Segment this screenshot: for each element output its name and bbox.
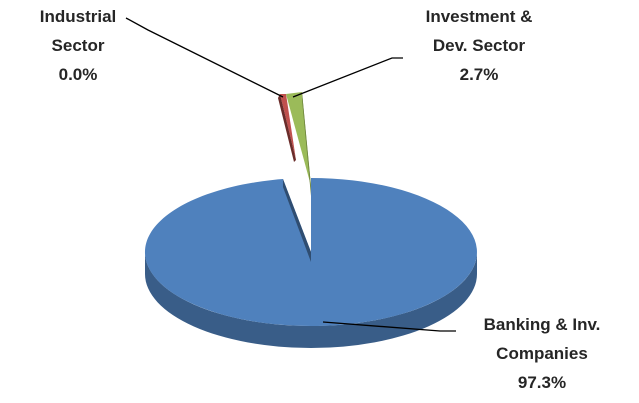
label-investment-line-1: Investment & (426, 7, 533, 26)
slice-cut-banking (282, 179, 311, 262)
leader-line-banking (322, 321, 456, 332)
label-banking-line-3: 97.3% (518, 373, 566, 392)
label-banking-line-1: Banking & Inv. (484, 315, 601, 334)
label-industrial-line-2: Sector (52, 36, 105, 55)
label-industrial-line-1: Industrial (40, 7, 117, 26)
label-industrial: Industrial Sector 0.0% (40, 7, 117, 84)
label-industrial-line-3: 0.0% (59, 65, 98, 84)
slice-side-investment (302, 92, 311, 196)
slice-labels: Banking & Inv. Companies 97.3% Industrial Se… (40, 7, 601, 392)
leader-line-investment (292, 57, 403, 98)
slice-side-banking (145, 252, 477, 348)
slice-side-industrial (278, 94, 296, 162)
label-banking: Banking & Inv. Companies 97.3% (484, 315, 601, 392)
label-banking-line-2: Companies (496, 344, 588, 363)
slice-investment (286, 92, 311, 186)
label-investment-line-2: Dev. Sector (433, 36, 526, 55)
leader-line-industrial (125, 17, 284, 98)
label-investment: Investment & Dev. Sector 2.7% (426, 7, 533, 84)
pie-sides (145, 252, 477, 348)
pie-tops (144, 92, 477, 326)
leader-lines (125, 17, 456, 332)
label-investment-line-3: 2.7% (460, 65, 499, 84)
